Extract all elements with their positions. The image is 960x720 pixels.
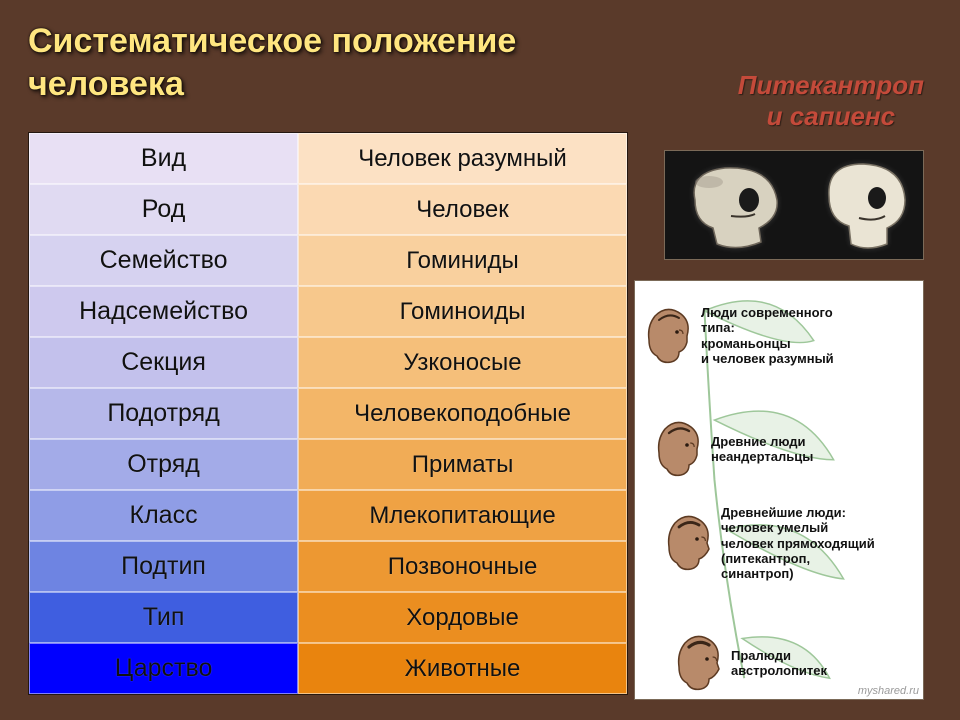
taxonomy-value-label: Человек разумный [298, 133, 627, 184]
taxonomy-value-label: Приматы [298, 439, 627, 490]
taxonomy-row: СекцияУзконосые [29, 337, 627, 388]
hominid-head-icon [649, 419, 703, 479]
taxonomy-value-label: Узконосые [298, 337, 627, 388]
taxonomy-value-label: Хордовые [298, 592, 627, 643]
hominid-head-icon [659, 513, 713, 573]
human-evolution-panel: myshared.ru Люди современного типа:крома… [634, 280, 924, 700]
taxonomy-row: ЦарствоЖивотные [29, 643, 627, 694]
taxonomy-value-label: Животные [298, 643, 627, 694]
taxonomy-row: ПодотрядЧеловекоподобные [29, 388, 627, 439]
hominid-head-icon [669, 633, 723, 693]
taxonomy-value-label: Человек [298, 184, 627, 235]
evolution-stage: Древние людинеандертальцы [649, 419, 813, 479]
taxonomy-rank-label: Род [29, 184, 298, 235]
watermark-text: myshared.ru [858, 685, 919, 697]
taxonomy-rank-label: Семейство [29, 235, 298, 286]
title-line-2: человека [28, 63, 516, 106]
taxonomy-rank-label: Подтип [29, 541, 298, 592]
taxonomy-row: КлассМлекопитающие [29, 490, 627, 541]
taxonomy-rank-label: Вид [29, 133, 298, 184]
taxonomy-rank-label: Класс [29, 490, 298, 541]
pithecanthropus-skull-icon [677, 158, 787, 253]
taxonomy-value-label: Человекоподобные [298, 388, 627, 439]
sapiens-skull-icon [811, 158, 911, 253]
subtitle-line-2: и сапиенс [738, 101, 924, 132]
taxonomy-row: СемействоГоминиды [29, 235, 627, 286]
taxonomy-row: НадсемействоГоминоиды [29, 286, 627, 337]
taxonomy-rank-label: Царство [29, 643, 298, 694]
evolution-stage-label: Древнейшие люди:человек умелыйчеловек пр… [721, 505, 886, 582]
taxonomy-rank-label: Надсемейство [29, 286, 298, 337]
evolution-stage-label: Древние людинеандертальцы [711, 434, 813, 465]
taxonomy-row: ТипХордовые [29, 592, 627, 643]
taxonomy-row: ПодтипПозвоночные [29, 541, 627, 592]
taxonomy-rank-label: Тип [29, 592, 298, 643]
evolution-stage: Древнейшие люди:человек умелыйчеловек пр… [659, 505, 886, 582]
slide-title: Систематическое положение человека [28, 20, 516, 105]
evolution-stage: Люди современного типа:кроманьонцыи чело… [639, 305, 866, 366]
taxonomy-rank-label: Подотряд [29, 388, 298, 439]
taxonomy-value-label: Млекопитающие [298, 490, 627, 541]
taxonomy-table: ВидЧеловек разумныйРодЧеловекСемействоГо… [28, 132, 628, 695]
evolution-stage-label: Пралюдиавстролопитек [731, 648, 827, 679]
skull-comparison-panel [664, 150, 924, 260]
subtitle-line-1: Питекантроп [738, 70, 924, 101]
taxonomy-value-label: Гоминоиды [298, 286, 627, 337]
taxonomy-value-label: Позвоночные [298, 541, 627, 592]
taxonomy-row: ВидЧеловек разумный [29, 133, 627, 184]
taxonomy-rank-label: Секция [29, 337, 298, 388]
hominid-head-icon [639, 306, 693, 366]
taxonomy-row: РодЧеловек [29, 184, 627, 235]
evolution-stage-label: Люди современного типа:кроманьонцыи чело… [701, 305, 866, 366]
taxonomy-row: ОтрядПриматы [29, 439, 627, 490]
taxonomy-rank-label: Отряд [29, 439, 298, 490]
taxonomy-value-label: Гоминиды [298, 235, 627, 286]
evolution-stage: Пралюдиавстролопитек [669, 633, 827, 693]
slide-subtitle: Питекантроп и сапиенс [738, 70, 924, 132]
title-line-1: Систематическое положение [28, 20, 516, 63]
